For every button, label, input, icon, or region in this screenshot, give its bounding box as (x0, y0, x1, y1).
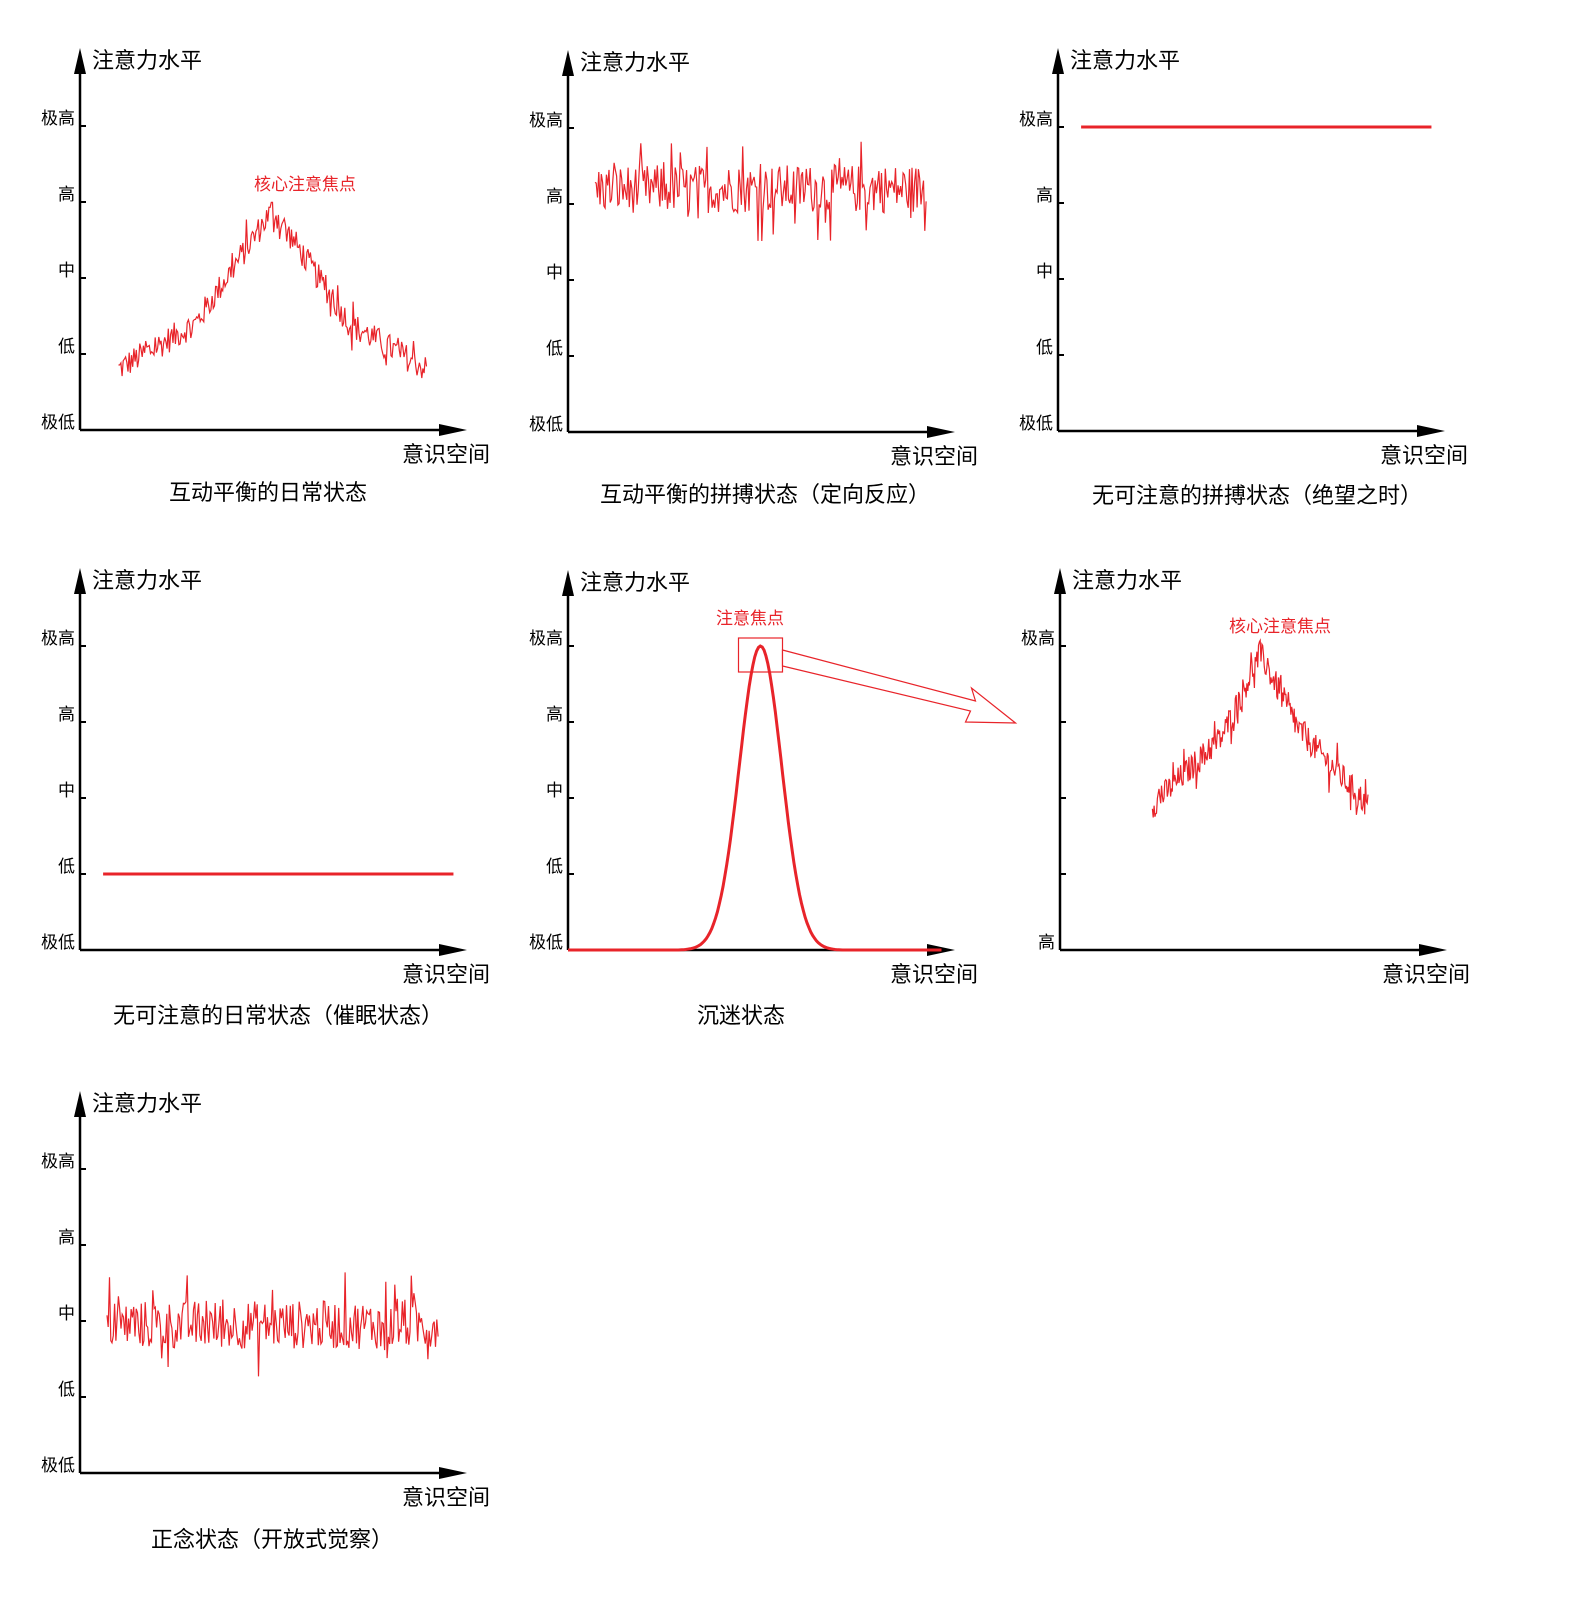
y-axis-arrow-icon (562, 50, 574, 76)
level-label: 极高 (41, 629, 75, 649)
level-label: 中 (546, 781, 563, 801)
level-label: 低 (58, 337, 75, 357)
y-axis-label: 注意力水平 (92, 49, 202, 74)
level-label: 中 (58, 1304, 75, 1324)
level-label: 极低 (41, 1456, 75, 1476)
y-axis-arrow-icon (1052, 48, 1064, 74)
focus-box (737, 637, 784, 673)
level-label: 极低 (529, 933, 563, 953)
level-label: 低 (546, 339, 563, 359)
chart-caption: 无可注意的日常状态（催眠状态） (113, 1004, 443, 1029)
y-axis-label: 注意力水平 (92, 569, 202, 594)
level-label: 中 (546, 263, 563, 283)
zoom-arrow-icon (781, 649, 1018, 724)
level-label: 低 (58, 857, 75, 877)
level-label: 极高 (41, 109, 75, 129)
level-label: 高 (58, 1228, 75, 1248)
level-label: 低 (546, 857, 563, 877)
chart-caption: 正念状态（开放式觉察） (151, 1528, 393, 1553)
y-axis-label: 注意力水平 (1070, 49, 1180, 74)
level-label: 极低 (1019, 414, 1053, 434)
focus-annotation: 注意焦点 (716, 609, 784, 629)
x-axis-label: 意识空间 (402, 443, 490, 468)
x-axis-arrow-icon (927, 426, 955, 438)
y-axis-arrow-icon (1054, 568, 1066, 594)
attention-curve (106, 1272, 439, 1377)
focus-annotation: 核心注意焦点 (1229, 617, 1331, 637)
level-label: 高 (58, 185, 75, 205)
level-label: 高 (1038, 933, 1055, 953)
level-label: 中 (1036, 262, 1053, 282)
x-axis-label: 意识空间 (1380, 444, 1468, 469)
level-label: 中 (58, 261, 75, 281)
level-label: 高 (1036, 186, 1053, 206)
x-axis-label: 意识空间 (1382, 963, 1470, 988)
level-label: 低 (58, 1380, 75, 1400)
chart-caption: 无可注意的拼搏状态（绝望之时） (1092, 484, 1422, 509)
x-axis-label: 意识空间 (890, 963, 978, 988)
level-label: 高 (58, 705, 75, 725)
attention-curve (594, 141, 927, 242)
y-axis-label: 注意力水平 (1072, 569, 1182, 594)
y-axis-arrow-icon (562, 570, 574, 596)
y-axis-arrow-icon (74, 568, 86, 594)
level-label: 极高 (529, 629, 563, 649)
focus-annotation: 核心注意焦点 (254, 175, 356, 195)
y-axis-arrow-icon (74, 1091, 86, 1117)
x-axis-arrow-icon (439, 944, 467, 956)
y-axis-label: 注意力水平 (580, 571, 690, 596)
y-axis-arrow-icon (74, 48, 86, 74)
x-axis-arrow-icon (1417, 425, 1445, 437)
attention-curve (1151, 638, 1369, 818)
x-axis-arrow-icon (1419, 944, 1447, 956)
attention-curve (568, 644, 942, 952)
x-axis-label: 意识空间 (402, 1486, 490, 1511)
level-label: 极高 (1019, 110, 1053, 130)
x-axis-label: 意识空间 (890, 445, 978, 470)
level-label: 高 (546, 187, 563, 207)
level-label: 极高 (1021, 629, 1055, 649)
x-axis-arrow-icon (439, 424, 467, 436)
chart-caption: 互动平衡的日常状态 (169, 481, 367, 506)
level-label: 极低 (41, 413, 75, 433)
x-axis-arrow-icon (439, 1467, 467, 1479)
level-label: 极低 (529, 415, 563, 435)
attention-curve (118, 201, 428, 379)
level-label: 低 (1036, 338, 1053, 358)
level-label: 极高 (41, 1152, 75, 1172)
level-label: 中 (58, 781, 75, 801)
level-label: 极低 (41, 933, 75, 953)
level-label: 高 (546, 705, 563, 725)
y-axis-label: 注意力水平 (580, 51, 690, 76)
y-axis-label: 注意力水平 (92, 1092, 202, 1117)
chart-caption: 互动平衡的拼搏状态（定向反应） (600, 483, 930, 508)
level-label: 极高 (529, 111, 563, 131)
chart-caption: 沉迷状态 (697, 1004, 785, 1029)
x-axis-label: 意识空间 (402, 963, 490, 988)
